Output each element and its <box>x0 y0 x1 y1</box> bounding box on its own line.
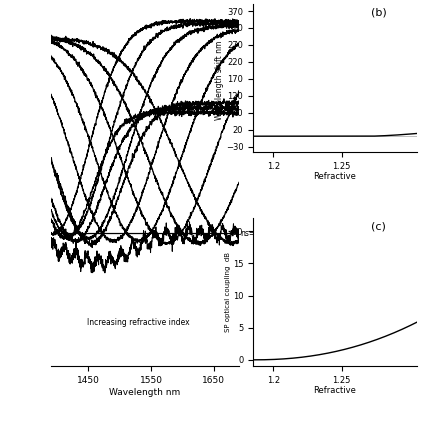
Text: (c): (c) <box>371 221 386 232</box>
Text: ns=1.39: ns=1.39 <box>240 229 272 238</box>
X-axis label: Wavelength nm: Wavelength nm <box>109 388 180 397</box>
Text: Increasing refractive index: Increasing refractive index <box>87 318 190 327</box>
Y-axis label: Wavelength shift nm .: Wavelength shift nm . <box>215 36 224 120</box>
Y-axis label: SP optical coupling  dB: SP optical coupling dB <box>225 252 232 333</box>
X-axis label: Refractive: Refractive <box>314 172 356 181</box>
X-axis label: Refractive: Refractive <box>314 386 356 395</box>
Text: (b): (b) <box>371 7 386 17</box>
